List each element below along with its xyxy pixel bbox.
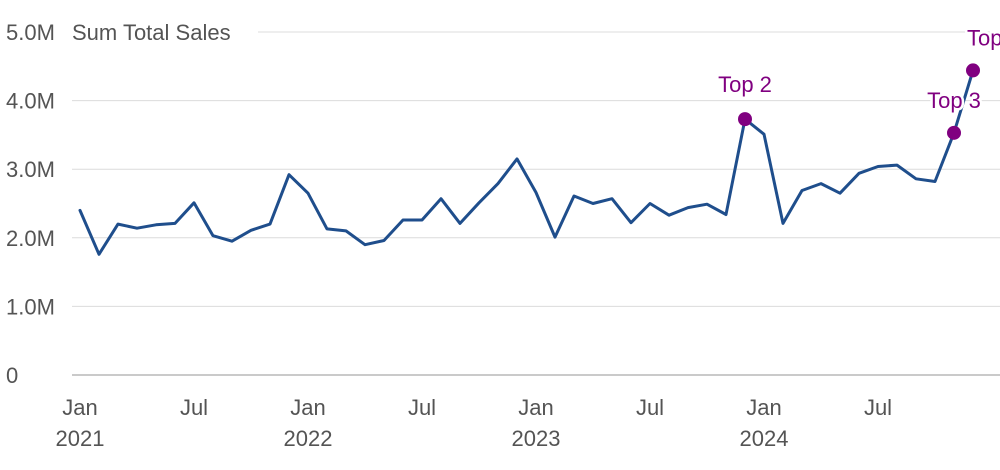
series-layer [78, 68, 975, 256]
x-tick-month: Jan [290, 395, 325, 420]
y-tick-label: 5.0M [6, 20, 55, 45]
sales-series-line [78, 68, 975, 256]
x-tick-month: Jul [864, 395, 892, 420]
annotation-marker [947, 125, 961, 140]
x-tick-year: 2021 [56, 426, 105, 451]
y-axis: 0 1.0M 2.0M 3.0M 4.0M 5.0M Sum Total Sales [6, 20, 231, 388]
x-tick-month: Jul [636, 395, 664, 420]
x-tick-year: 2022 [284, 426, 333, 451]
annotations: Top 1 Top 2 Top 3 [716, 23, 1000, 140]
y-tick-label: 0 [6, 363, 18, 388]
y-tick-label: 2.0M [6, 226, 55, 251]
annotation-label: Top 3 [927, 88, 981, 113]
gridlines [72, 31, 1000, 376]
y-tick-label: 1.0M [6, 294, 55, 319]
y-axis-title: Sum Total Sales [72, 20, 231, 45]
x-tick-month: Jul [408, 395, 436, 420]
y-tick-label: 3.0M [6, 157, 55, 182]
annotation-marker [738, 112, 752, 127]
x-tick-month: Jul [180, 395, 208, 420]
annotation-marker [966, 63, 980, 78]
x-tick-month: Jan [518, 395, 553, 420]
y-tick-label: 4.0M [6, 89, 55, 114]
x-tick-month: Jan [62, 395, 97, 420]
x-tick-year: 2024 [740, 426, 789, 451]
x-tick-year: 2023 [512, 426, 561, 451]
annotation-label: Top 1 [967, 25, 1000, 50]
x-axis: Jan 2021 Jul Jan 2022 Jul Jan 2023 Jul Jan 2024 Jul [56, 395, 893, 451]
annotation-label: Top 2 [718, 72, 772, 97]
x-tick-month: Jan [746, 395, 781, 420]
